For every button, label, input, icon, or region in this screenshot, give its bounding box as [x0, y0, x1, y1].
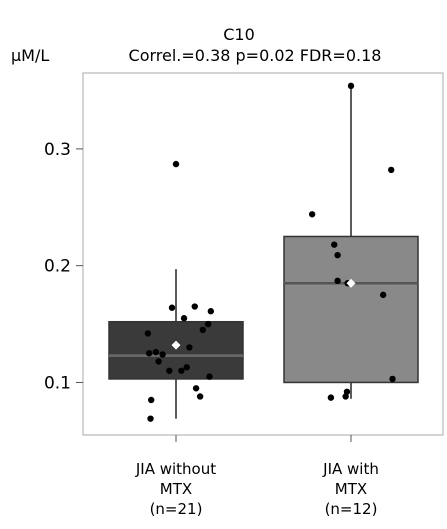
- data-point: [186, 344, 193, 351]
- data-point: [389, 375, 396, 383]
- mean-marker: [171, 340, 181, 350]
- iqr-box: [283, 235, 419, 384]
- chart-title: C10: [223, 25, 255, 44]
- data-point: [180, 315, 188, 322]
- data-point: [166, 367, 173, 374]
- x-axis: JIA without MTX (n=21) JIA with MTX (n=12): [135, 435, 379, 518]
- data-point: [147, 415, 154, 422]
- data-point: [308, 211, 316, 218]
- y-tick-label: 0.1: [44, 373, 71, 393]
- data-point: [191, 303, 198, 310]
- data-point: [379, 291, 387, 299]
- x-tick-label: (n=21): [150, 500, 203, 518]
- x-tick-label: MTX: [160, 480, 192, 498]
- mean-marker: [346, 278, 356, 288]
- data-point: [334, 251, 341, 259]
- data-point: [144, 330, 152, 337]
- data-point: [327, 394, 335, 401]
- box-series: [108, 84, 419, 419]
- data-point: [172, 160, 180, 168]
- data-point: [159, 351, 166, 358]
- data-point: [334, 277, 341, 285]
- y-tick-label: 0.3: [44, 140, 71, 160]
- x-tick-label: (n=12): [325, 500, 378, 518]
- x-tick-label: JIA without: [135, 460, 216, 478]
- data-point: [155, 358, 162, 365]
- data-point: [347, 82, 355, 90]
- y-axis: 0.1 0.2 0.3: [44, 140, 83, 393]
- data-points: [144, 82, 396, 422]
- x-tick-label: JIA with: [322, 460, 379, 478]
- data-point: [152, 348, 160, 356]
- data-point: [204, 320, 212, 328]
- data-point: [343, 388, 351, 395]
- data-point: [168, 304, 176, 311]
- chart-subtitle: Correl.=0.38 p=0.02 FDR=0.18: [129, 46, 382, 65]
- iqr-box: [108, 320, 244, 380]
- data-point: [192, 385, 200, 392]
- y-axis-label: μM/L: [11, 46, 49, 65]
- data-point: [206, 373, 213, 380]
- plot-frame: [82, 72, 444, 436]
- y-tick-label: 0.2: [44, 257, 71, 277]
- x-tick-label: MTX: [335, 480, 367, 498]
- data-point: [196, 393, 204, 400]
- data-point: [183, 364, 190, 371]
- data-point: [331, 241, 338, 248]
- data-point: [146, 350, 153, 357]
- data-point: [178, 367, 185, 374]
- data-point: [148, 396, 155, 404]
- data-point: [199, 326, 206, 334]
- data-point: [207, 308, 215, 315]
- data-point: [388, 166, 395, 174]
